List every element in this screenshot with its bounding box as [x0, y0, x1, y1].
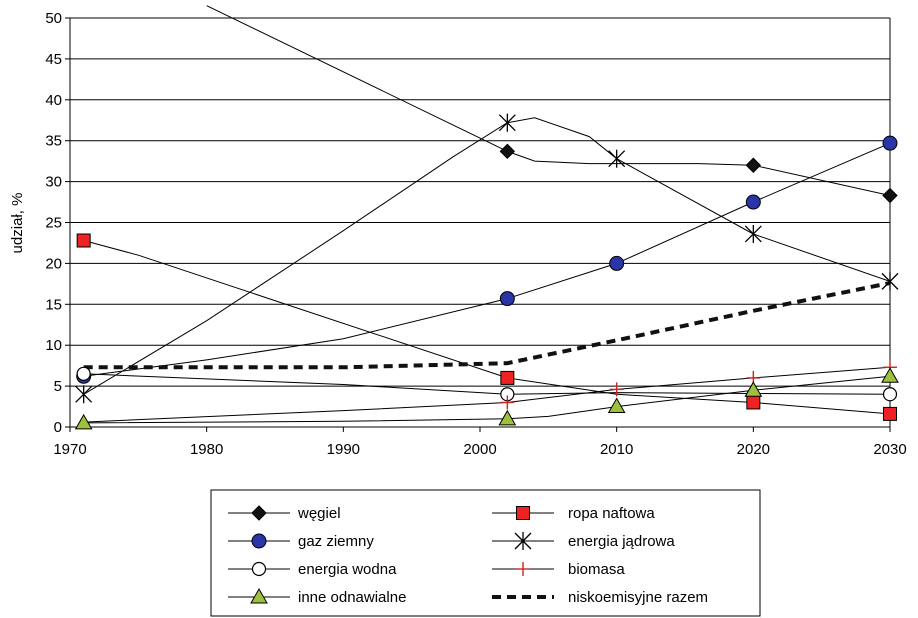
legend-label: ropa naftowa: [568, 505, 655, 522]
x-tick-label: 2020: [737, 441, 770, 458]
legend-label: niskoemisyjne razem: [568, 589, 708, 606]
y-tick-label: 40: [45, 92, 62, 109]
legend-label: węgiel: [297, 505, 341, 522]
series-marker: [745, 157, 762, 173]
legend-label: inne odnawialne: [298, 589, 406, 606]
series-marker: [500, 370, 515, 385]
legend-label: energia wodna: [298, 561, 397, 578]
x-tick-label: 1980: [190, 441, 223, 458]
grid-lines: [70, 17, 890, 387]
series-marker: [881, 367, 899, 383]
legend-label: gaz ziemny: [298, 533, 374, 550]
series-line: [83, 142, 891, 377]
y-tick-label: 15: [45, 296, 62, 313]
series-marker: [883, 406, 897, 421]
series-line: [83, 240, 891, 415]
y-tick-label: 10: [45, 337, 62, 354]
axes: [65, 17, 891, 432]
series-line: [83, 366, 891, 423]
y-tick-label: 0: [54, 419, 62, 436]
series-marker: [76, 233, 91, 248]
series-line: [83, 373, 891, 395]
series-line: [206, 5, 891, 196]
legend-box: [210, 489, 761, 617]
y-tick-label: 20: [45, 255, 62, 272]
legend-label: energia jądrowa: [568, 533, 675, 550]
y-axis-title: udział, %: [9, 193, 26, 254]
series-marker: [607, 397, 626, 414]
series-lines: [83, 5, 891, 424]
series-marker: [499, 143, 516, 160]
series-marker: [76, 366, 91, 381]
y-tick-label: 35: [45, 133, 62, 150]
series-line: [83, 281, 891, 370]
x-tick-label: 1990: [327, 441, 360, 458]
series-marker: [499, 291, 515, 307]
legend-marker: [251, 533, 267, 549]
legend-marker: [514, 532, 532, 550]
x-tick-label: 2030: [873, 441, 906, 458]
legend: węgiel ropa naftowa gaz ziemny energia jądr…: [210, 489, 761, 617]
y-tick-label: 50: [45, 10, 62, 27]
series-marker: [608, 149, 626, 168]
y-tick-label: 25: [45, 215, 62, 232]
series-marker: [882, 387, 898, 402]
series-marker: [609, 255, 625, 271]
legend-label: biomasa: [568, 561, 625, 578]
series-markers: [74, 113, 899, 430]
series-marker: [498, 409, 517, 426]
series-marker: [500, 395, 515, 410]
x-tick-label: 2000: [463, 441, 496, 458]
x-tick-label: 1970: [53, 441, 86, 458]
series-marker: [745, 194, 761, 210]
series-marker: [744, 224, 762, 243]
series-marker: [74, 413, 93, 430]
series-marker: [882, 135, 898, 151]
series-marker: [498, 113, 516, 132]
y-tick-label: 5: [54, 378, 62, 395]
legend-marker: [251, 561, 267, 577]
series-marker: [744, 381, 763, 397]
series-line: [83, 117, 891, 395]
tick-labels: 0 5 10 15 20 25 30 35 40 45 50 1970 1980 1990 2000 2010…: [45, 10, 906, 458]
series-marker: [882, 187, 898, 204]
series-marker: [881, 272, 899, 291]
legend-marker: [516, 506, 530, 520]
series-line: [83, 375, 891, 424]
series-marker: [609, 382, 624, 397]
series-marker: [746, 395, 761, 410]
legend-marker: [516, 562, 530, 576]
legend-marker: [251, 505, 267, 521]
y-tick-label: 30: [45, 174, 62, 191]
x-tick-label: 2010: [600, 441, 633, 458]
y-tick-label: 45: [45, 51, 62, 68]
legend-marker: [250, 587, 268, 604]
series-marker: [75, 385, 93, 404]
